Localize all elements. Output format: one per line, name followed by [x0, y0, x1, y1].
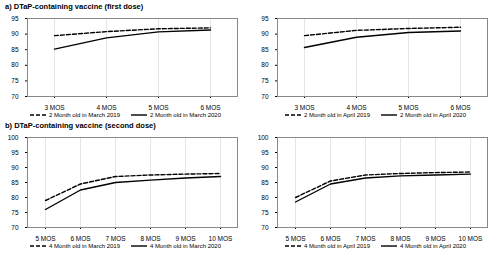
svg-text:90: 90: [11, 164, 19, 171]
svg-text:5 MOS: 5 MOS: [398, 104, 419, 110]
svg-text:75: 75: [11, 209, 19, 216]
svg-text:100: 100: [8, 134, 19, 141]
svg-text:70: 70: [11, 224, 19, 231]
svg-text:4 MOS: 4 MOS: [346, 104, 367, 110]
svg-text:70: 70: [261, 224, 269, 231]
svg-text:3 MOS: 3 MOS: [44, 104, 65, 110]
svg-text:5 MOS: 5 MOS: [148, 104, 169, 110]
html-text:2 Month old in April 2019: 2 Month old in April 2019: [304, 112, 370, 118]
svg-text:95: 95: [11, 149, 19, 156]
svg-text:4 MOS: 4 MOS: [96, 104, 117, 110]
svg-text:85: 85: [11, 46, 19, 53]
svg-text:75: 75: [11, 77, 19, 84]
svg-text:3 MOS: 3 MOS: [294, 104, 315, 110]
html-text:4 Month old in April 2019: 4 Month old in April 2019: [304, 243, 370, 249]
html-text:4 Month old in March 2019: 4 Month old in March 2019: [49, 243, 120, 249]
svg-text:90: 90: [11, 30, 19, 37]
svg-text:80: 80: [11, 61, 19, 68]
html-text:4 Month old in April 2020: 4 Month old in April 2020: [400, 243, 466, 249]
svg-text:90: 90: [261, 164, 269, 171]
svg-text:95: 95: [261, 15, 269, 22]
svg-text:85: 85: [11, 179, 19, 186]
svg-text:80: 80: [261, 194, 269, 201]
svg-text:7 MOS: 7 MOS: [355, 235, 376, 241]
svg-text:6 MOS: 6 MOS: [320, 235, 341, 241]
svg-text:85: 85: [261, 46, 269, 53]
svg-text:9 MOS: 9 MOS: [175, 235, 196, 241]
html-text:2 Month old in March 2020: 2 Month old in March 2020: [150, 112, 221, 118]
svg-text:100: 100: [258, 134, 269, 141]
svg-text:6 MOS: 6 MOS: [70, 235, 91, 241]
html-text:2 Month old in March 2019: 2 Month old in March 2019: [49, 112, 120, 118]
svg-text:95: 95: [11, 15, 19, 22]
svg-text:70: 70: [11, 93, 19, 100]
svg-text:80: 80: [261, 61, 269, 68]
svg-text:8 MOS: 8 MOS: [390, 235, 411, 241]
svg-text:90: 90: [261, 30, 269, 37]
svg-text:95: 95: [261, 149, 269, 156]
svg-text:5 MOS: 5 MOS: [35, 235, 56, 241]
svg-text:70: 70: [261, 93, 269, 100]
svg-text:75: 75: [261, 209, 269, 216]
svg-text:75: 75: [261, 77, 269, 84]
svg-text:6 MOS: 6 MOS: [200, 104, 221, 110]
svg-text:5 MOS: 5 MOS: [285, 235, 306, 241]
svg-text:8 MOS: 8 MOS: [140, 235, 161, 241]
svg-text:80: 80: [11, 194, 19, 201]
svg-text:10 MOS: 10 MOS: [209, 235, 234, 241]
svg-text:7 MOS: 7 MOS: [105, 235, 126, 241]
html-text:2 Month old in April 2020: 2 Month old in April 2020: [400, 112, 466, 118]
html-text:4 Month old in March 2020: 4 Month old in March 2020: [150, 243, 221, 249]
html-text:b) DTaP-containing vaccine (se: b) DTaP-containing vaccine (second dose): [5, 121, 156, 130]
html-text:a) DTaP-containing vaccine (fi: a) DTaP-containing vaccine (first dose): [5, 2, 144, 11]
svg-text:85: 85: [261, 179, 269, 186]
svg-text:6 MOS: 6 MOS: [450, 104, 471, 110]
svg-text:10 MOS: 10 MOS: [459, 235, 484, 241]
svg-text:9 MOS: 9 MOS: [425, 235, 446, 241]
